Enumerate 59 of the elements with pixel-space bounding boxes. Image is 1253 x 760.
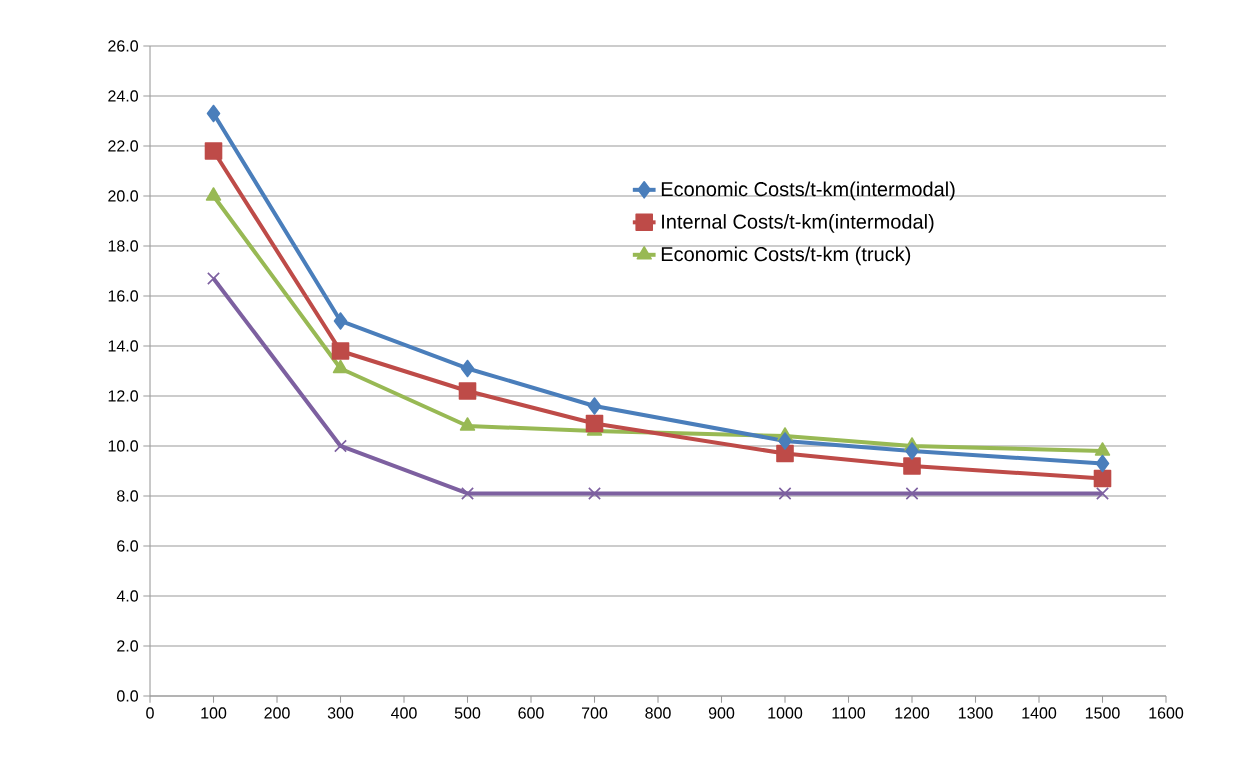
x-tick-label: 1000 (768, 707, 803, 719)
point (1096, 487, 1109, 500)
point (1093, 469, 1112, 488)
y-tick-label: 18.0 (108, 240, 139, 252)
point (204, 142, 223, 160)
y-tick-label: 8.0 (117, 490, 139, 502)
y-tick-label: 22.0 (108, 140, 139, 152)
y-tick-label: 16.0 (108, 290, 139, 302)
x-tick-label: 300 (327, 707, 354, 719)
x-tick-label: 500 (454, 707, 481, 719)
point (332, 359, 349, 374)
point (458, 382, 477, 400)
x-tick-label: 1300 (958, 707, 993, 719)
legend-label: Internal Costs/t-km(intermodal) (662, 214, 934, 233)
x-tick-label: 100 (201, 707, 227, 719)
point (1095, 454, 1110, 473)
y-tick-label: 0.0 (117, 690, 139, 702)
point (588, 487, 601, 500)
x-tick-label: 200 (264, 707, 290, 719)
point (207, 272, 220, 285)
point (776, 444, 794, 463)
y-tick-label: 12.0 (108, 390, 139, 402)
y-tick-label: 6.0 (117, 540, 139, 552)
legend-label: Economic Costs/t-km(intermodal) (661, 181, 955, 201)
y-tick-label: 10.0 (108, 440, 139, 452)
point (903, 457, 921, 475)
x-tick-label: 600 (518, 707, 544, 719)
y-tick-label: 20.0 (108, 190, 139, 202)
legend-label: Economic Costs/t-km (truck) (661, 246, 911, 266)
point (331, 342, 350, 360)
point (459, 417, 476, 431)
point (1094, 442, 1111, 456)
x-tick-label: 900 (708, 707, 735, 719)
y-tick-label: 4.0 (116, 590, 139, 602)
x-tick-label: 700 (581, 707, 608, 719)
y-tick-label: 24.0 (108, 90, 139, 102)
y-tick-label: 14.0 (108, 340, 139, 352)
point (778, 432, 792, 450)
point (460, 359, 475, 378)
point (778, 487, 792, 500)
x-tick-label: 800 (645, 707, 671, 719)
x-tick-label: 1100 (832, 707, 866, 719)
point (587, 397, 602, 415)
point (905, 442, 919, 460)
point (205, 187, 222, 201)
y-tick-label: 2.0 (117, 640, 139, 652)
point (585, 414, 604, 433)
point (206, 104, 221, 123)
point (334, 439, 347, 453)
x-tick-label: 1200 (895, 707, 930, 719)
x-tick-label: 1400 (1022, 707, 1057, 719)
x-tick-label: 1500 (1085, 707, 1120, 719)
x-tick-label: 1600 (1149, 707, 1184, 719)
point (333, 312, 348, 330)
x-tick-label: 400 (391, 707, 417, 719)
y-tick-label: 26.0 (108, 40, 139, 52)
x-tick-label: 0 (146, 707, 154, 719)
point (905, 487, 919, 500)
point (461, 487, 474, 500)
